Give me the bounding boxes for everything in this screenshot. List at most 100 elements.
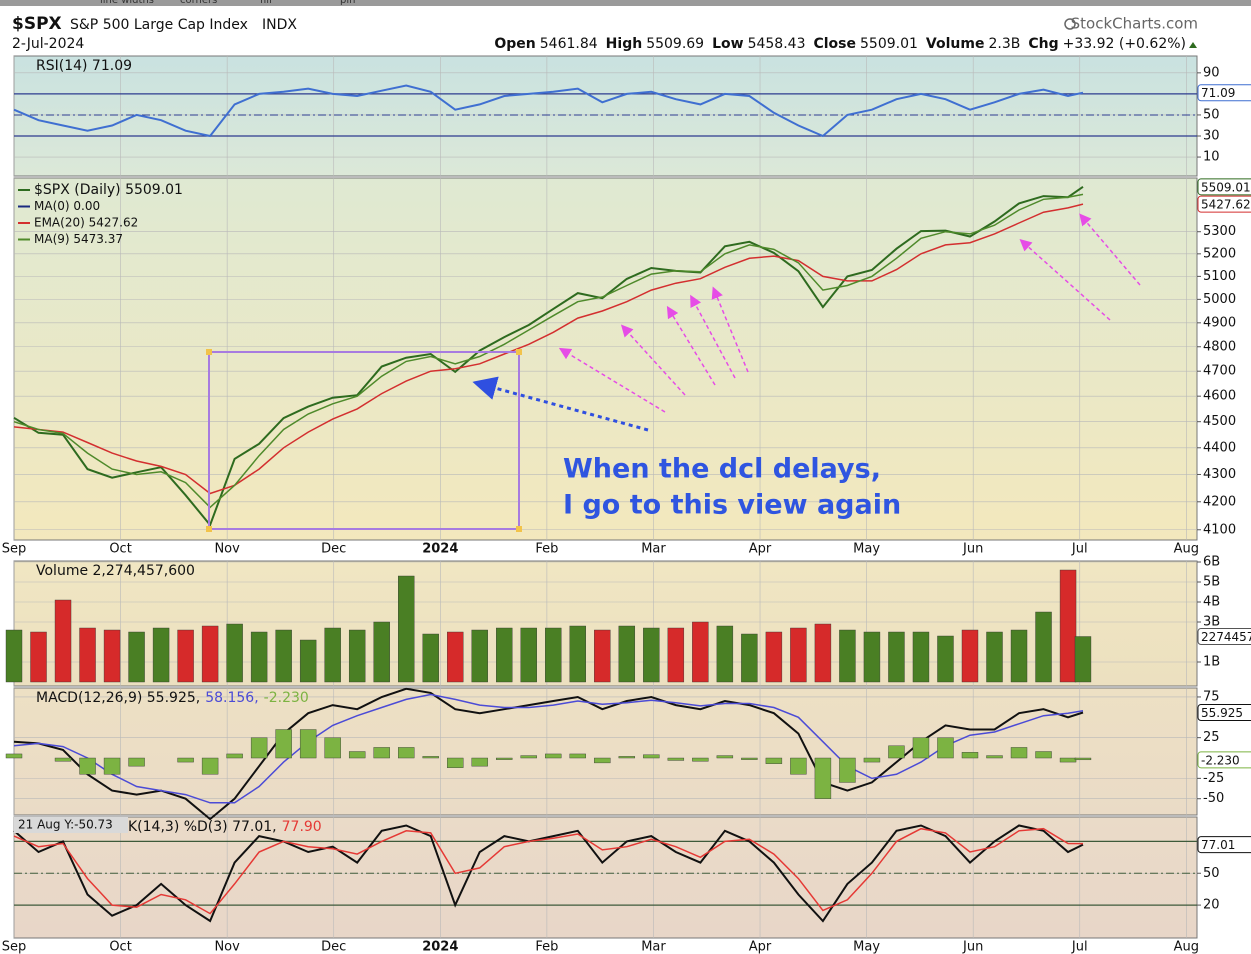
bar bbox=[888, 745, 905, 759]
exchange: INDX bbox=[262, 17, 297, 33]
y-tick-label: 4200 bbox=[1203, 494, 1236, 509]
bar bbox=[79, 757, 96, 775]
legend-entry: EMA(20) 5427.62 bbox=[34, 216, 138, 230]
box-handles bbox=[206, 349, 522, 532]
bar bbox=[716, 625, 734, 683]
price-label: 5427.62 bbox=[1201, 198, 1251, 212]
x-tick-label: Dec bbox=[321, 542, 346, 557]
bar bbox=[324, 737, 341, 759]
chart-layer: 10 30 50 90 71.09 RSI(14) 71.09 4100 4200 4300 44… bbox=[2, 56, 1251, 954]
bar bbox=[152, 627, 170, 683]
y-tick-label: 4100 bbox=[1203, 522, 1236, 537]
bar bbox=[1059, 757, 1077, 763]
bar bbox=[545, 753, 562, 759]
bar bbox=[275, 729, 292, 759]
bar bbox=[250, 631, 268, 683]
x-tick-label: Jul bbox=[1071, 940, 1088, 954]
x-tick-label: Aug bbox=[1174, 940, 1199, 954]
y-tick-label: 5200 bbox=[1203, 246, 1236, 261]
price-label: -2.230 bbox=[1201, 753, 1240, 767]
y-tick-label: 3B bbox=[1203, 615, 1220, 630]
bar bbox=[201, 625, 219, 683]
toolbar-tab: fill bbox=[260, 0, 272, 6]
x-tick-label: Jun bbox=[962, 542, 983, 557]
x-tick-label: Apr bbox=[749, 940, 772, 954]
x-tick-label: Oct bbox=[109, 542, 131, 557]
bar bbox=[618, 756, 636, 759]
y-tick-label: 30 bbox=[1203, 129, 1220, 144]
x-tick-label: Mar bbox=[641, 542, 666, 557]
bar bbox=[275, 629, 292, 683]
bar bbox=[643, 627, 660, 683]
bar bbox=[545, 627, 562, 683]
x-tick-label: Jul bbox=[1071, 542, 1088, 557]
symbol: $SPX bbox=[12, 14, 62, 34]
quote-value: 2.3B bbox=[988, 36, 1020, 52]
bar bbox=[447, 631, 464, 683]
bar bbox=[765, 631, 783, 683]
quote-value: 5509.01 bbox=[860, 36, 918, 52]
legend-entry: 77.90 bbox=[282, 819, 322, 835]
legend-entry: 58.156, bbox=[205, 690, 258, 706]
legend: Volume 2,274,457,600 bbox=[36, 563, 195, 579]
legend-entry: MACD(12,26,9) 55.925, bbox=[36, 690, 200, 706]
legend-entry: RSI(14) 71.09 bbox=[36, 58, 132, 74]
bar bbox=[373, 621, 390, 683]
legend-entry: -2.230 bbox=[264, 690, 309, 706]
bar bbox=[937, 635, 954, 683]
bar bbox=[398, 747, 415, 759]
x-tick-label: Aug bbox=[1174, 542, 1199, 557]
bar bbox=[226, 753, 243, 759]
bar bbox=[471, 757, 488, 767]
bar bbox=[986, 755, 1003, 759]
bar bbox=[667, 627, 685, 683]
y-tick-label: -50 bbox=[1203, 791, 1224, 806]
series-line bbox=[13, 84, 1084, 138]
brand: StockCharts.com bbox=[1071, 15, 1198, 33]
bar bbox=[30, 631, 47, 683]
series-line bbox=[13, 193, 1084, 509]
bar bbox=[5, 629, 23, 683]
bar bbox=[594, 629, 611, 683]
date: 2-Jul-2024 bbox=[12, 36, 84, 52]
pink-arrows bbox=[558, 213, 1141, 413]
bar bbox=[912, 737, 930, 759]
x-tick-label: Oct bbox=[109, 940, 131, 954]
crosshair-label: 21 Aug Y:-50.73 bbox=[18, 818, 113, 832]
price-label: 71.09 bbox=[1201, 86, 1235, 100]
bar bbox=[1035, 611, 1052, 683]
bar bbox=[888, 631, 905, 683]
bar bbox=[177, 757, 194, 763]
brand-icon bbox=[1064, 18, 1076, 30]
bar bbox=[496, 757, 513, 760]
bar bbox=[618, 625, 636, 683]
bar bbox=[128, 757, 145, 767]
price-label: 77.01 bbox=[1201, 838, 1235, 852]
price-label: 55.925 bbox=[1201, 706, 1243, 720]
bar bbox=[986, 631, 1003, 683]
y-tick-label: 6B bbox=[1203, 555, 1220, 570]
toolbar-tab: pin bbox=[340, 0, 355, 6]
x-tick-label: Apr bbox=[749, 542, 772, 557]
y-tick-label: -25 bbox=[1203, 771, 1224, 786]
y-tick-label: 4300 bbox=[1203, 467, 1236, 482]
toolbar-tab: line widths bbox=[100, 0, 154, 6]
x-tick-label: Feb bbox=[535, 940, 558, 954]
bar bbox=[961, 629, 979, 683]
bar bbox=[201, 757, 219, 775]
bar bbox=[1035, 751, 1052, 759]
y-tick-label: 10 bbox=[1203, 150, 1220, 165]
bar bbox=[692, 757, 709, 762]
x-tick-label: Dec bbox=[321, 940, 346, 954]
y-tick-label: 20 bbox=[1203, 898, 1220, 913]
price-label-box bbox=[1197, 836, 1251, 854]
bar bbox=[324, 627, 341, 683]
bar bbox=[1010, 629, 1028, 683]
bar bbox=[520, 627, 537, 683]
y-tick-label: 90 bbox=[1203, 65, 1220, 80]
bar bbox=[961, 752, 979, 759]
x-tick-label: Sep bbox=[2, 542, 27, 557]
bar bbox=[177, 629, 194, 683]
index-name: S&P 500 Large Cap Index bbox=[70, 17, 248, 33]
